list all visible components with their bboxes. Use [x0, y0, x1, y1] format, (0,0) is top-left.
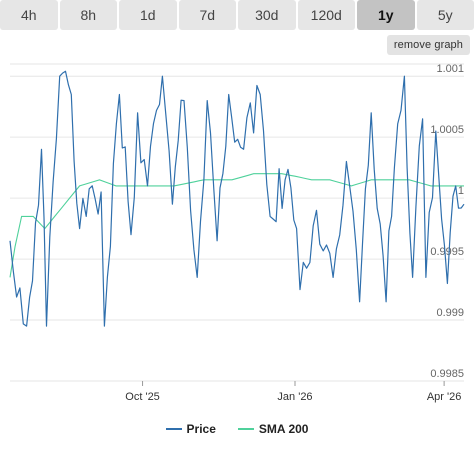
- chart-series: [9, 70, 465, 327]
- legend-item-sma[interactable]: SMA 200: [237, 422, 309, 436]
- tab-1d[interactable]: 1d: [119, 0, 177, 30]
- series-line-sma-200: [9, 173, 464, 278]
- tab-4h[interactable]: 4h: [0, 0, 58, 30]
- series-line-price: [9, 70, 465, 327]
- tab-7d[interactable]: 7d: [178, 0, 236, 30]
- y-tick-label: 0.9995: [430, 246, 464, 258]
- y-tick-label: 1.0005: [430, 124, 464, 136]
- y-tick-label: 1.001: [436, 63, 464, 75]
- y-tick-label: 1: [458, 185, 464, 197]
- timeframe-tabs: 4h 8h 1d 7d 30d 120d 1y 5y: [0, 0, 474, 30]
- tab-8h[interactable]: 8h: [59, 0, 117, 30]
- legend-swatch-sma: [237, 428, 254, 430]
- legend-item-price[interactable]: Price: [165, 422, 216, 436]
- x-tick-label: Jan '26: [277, 391, 312, 403]
- remove-graph-button[interactable]: remove graph: [386, 35, 470, 55]
- price-chart: 0.9985 0.999 0.9995 1 1.0005 1.001 Oct '25 Jan…: [9, 63, 465, 403]
- x-tick-label: Oct '25: [125, 391, 160, 403]
- legend-label-sma: SMA 200: [258, 422, 309, 436]
- chart-grid: [10, 63, 464, 382]
- x-tick-label: Apr '26: [427, 391, 462, 403]
- chart-legend: Price SMA 200: [0, 419, 474, 439]
- tab-5y[interactable]: 5y: [416, 0, 474, 30]
- legend-swatch-price: [165, 428, 182, 430]
- y-tick-label: 0.999: [436, 307, 464, 319]
- tab-120d[interactable]: 120d: [297, 0, 355, 30]
- tab-30d[interactable]: 30d: [238, 0, 296, 30]
- tab-1y[interactable]: 1y: [357, 0, 415, 30]
- legend-label-price: Price: [186, 422, 216, 436]
- x-axis: Oct '25 Jan '26 Apr '26: [125, 381, 461, 403]
- y-axis: 0.9985 0.999 0.9995 1 1.0005 1.001: [430, 63, 464, 380]
- y-tick-label: 0.9985: [430, 368, 464, 380]
